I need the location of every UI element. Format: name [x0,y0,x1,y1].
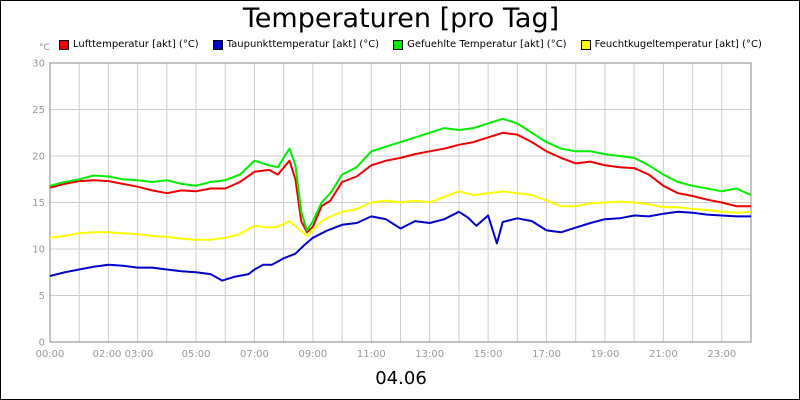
x-tick-label: 15:00 [474,349,503,360]
series-line-4 [49,190,752,241]
legend-label: Lufttemperatur [akt] (°C) [73,39,199,50]
x-tick-label: 13:00 [415,349,444,360]
legend-label: Gefuehlte Temperatur [akt] (°C) [407,39,567,50]
legend-swatch [59,39,69,50]
y-tick-label: 15 [32,198,45,209]
series-line-2 [49,210,751,282]
x-tick-label: 07:00 [240,349,269,360]
x-tick-label: 11:00 [357,349,386,360]
legend-swatch [212,39,223,50]
y-tick-label: 10 [32,245,45,256]
x-tick-label: 05:00 [182,349,211,360]
legend-swatch [580,39,591,50]
y-tick-label: 5 [39,291,45,302]
legend-label: Feuchtkugeltemperatur [akt] (°C) [594,39,762,50]
x-tick-label: 09:00 [298,349,327,360]
x-tick-label: 23:00 [707,349,736,360]
series-line-1 [49,131,751,234]
legend: Lufttemperatur [akt] (°C) Taupunkttempera… [59,39,762,50]
y-axis-unit: °C [39,43,50,53]
y-tick-label: 25 [32,105,45,116]
y-tick-label: 30 [32,59,45,70]
legend-label: Taupunkttemperatur [akt] (°C) [226,39,380,50]
legend-item: Feuchtkugeltemperatur [akt] (°C) [580,39,762,50]
y-tick-label: 0 [39,338,45,349]
series-line-3 [49,117,752,232]
legend-item: Taupunkttemperatur [akt] (°C) [212,39,380,50]
y-tick-label: 20 [32,152,45,163]
x-tick-label: 00:00 [36,349,65,360]
x-tick-label: 17:00 [532,349,561,360]
legend-swatch [393,39,404,50]
chart-title: Temperaturen [pro Tag] [242,3,560,34]
x-tick-label: 02:00 03:00 [93,349,154,360]
date-label: 04.06 [375,368,427,389]
legend-item: Gefuehlte Temperatur [akt] (°C) [393,39,567,50]
plot-border [49,62,752,343]
x-tick-label: 21:00 [649,349,678,360]
legend-item: Lufttemperatur [akt] (°C) [59,39,199,50]
x-tick-label: 19:00 [591,349,620,360]
